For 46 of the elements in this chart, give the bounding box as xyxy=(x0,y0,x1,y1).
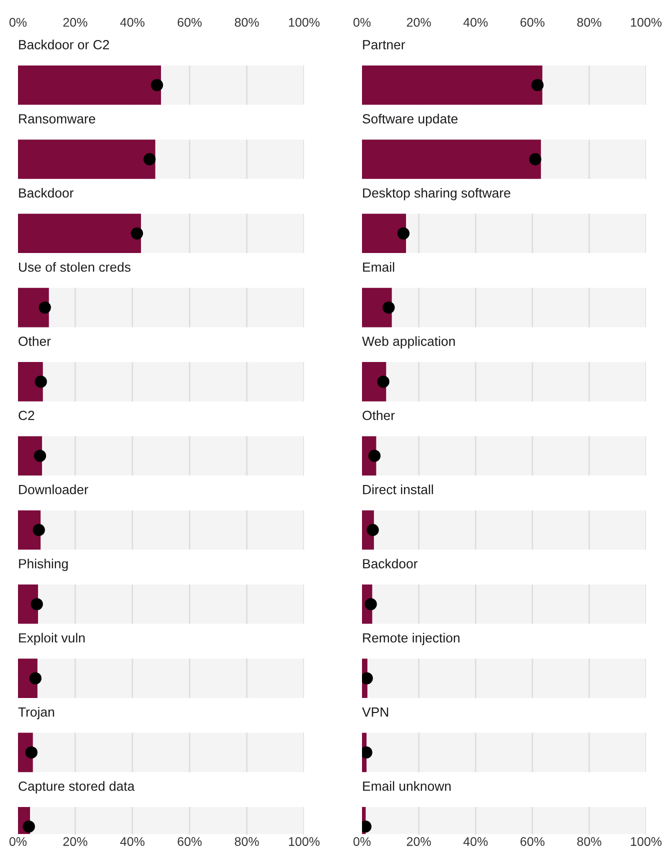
x2-tick-label: 40% xyxy=(120,18,144,27)
y-tick-label: Email unknown xyxy=(363,781,451,791)
y-tick-label: Ransomware xyxy=(19,114,96,124)
x-tick-label: 40% xyxy=(120,837,144,846)
x-tick-label: 100% xyxy=(630,837,662,846)
y-tick-label: Partner xyxy=(363,40,406,50)
x-tick-label: 0% xyxy=(9,837,27,846)
x2-tick-label: 80% xyxy=(577,18,602,27)
x-tick-label: 80% xyxy=(577,837,602,846)
x2-tick-label: 0% xyxy=(9,18,27,27)
y-tick-label: Direct install xyxy=(363,484,433,494)
y-tick-label: Remote injection xyxy=(363,632,460,646)
y-tick-label: Phishing xyxy=(19,558,68,572)
y-tick-label: C2 xyxy=(18,410,34,420)
x-tick-label: 40% xyxy=(463,837,488,846)
y-tick-label: Software update xyxy=(362,114,458,126)
x2-tick-label: 80% xyxy=(234,18,259,27)
y-tick-label: Trojan xyxy=(18,707,54,720)
x-tick-label: 60% xyxy=(520,837,544,846)
x2-tick-label: 60% xyxy=(520,18,544,27)
y-tick-label: VPN xyxy=(362,707,388,717)
y-tick-label: Email xyxy=(363,262,394,272)
y-tick-label: Backdoor or C2 xyxy=(19,40,110,50)
x-tick-label: 0% xyxy=(353,837,371,846)
x-tick-label: 80% xyxy=(234,837,259,846)
y-tick-label: Use of stolen creds xyxy=(19,262,130,272)
y-tick-label: Web application xyxy=(362,336,455,349)
x-tick-label: 60% xyxy=(178,837,202,846)
x2-tick-label: 100% xyxy=(288,18,320,27)
y-tick-label: Other xyxy=(18,336,51,346)
y-tick-label: Downloader xyxy=(19,484,88,494)
y-tick-label: Capture stored data xyxy=(18,781,135,794)
x2-tick-label: 40% xyxy=(463,18,488,27)
x-tick-label: 100% xyxy=(288,837,320,846)
x2-tick-label: 20% xyxy=(63,18,88,27)
y-tick-label: Exploit vuln xyxy=(19,632,85,646)
x2-tick-label: 20% xyxy=(406,18,431,27)
y-tick-label: Backdoor xyxy=(363,558,418,568)
y-tick-label: Desktop sharing software xyxy=(363,188,510,200)
y-tick-label: Backdoor xyxy=(19,188,74,198)
x-tick-label: 20% xyxy=(406,837,431,846)
x2-tick-label: 60% xyxy=(178,18,202,27)
x-tick-label: 20% xyxy=(63,837,88,846)
x2-tick-label: 100% xyxy=(630,18,662,27)
x2-tick-label: 0% xyxy=(353,18,371,27)
y-tick-label: Other xyxy=(362,410,395,420)
